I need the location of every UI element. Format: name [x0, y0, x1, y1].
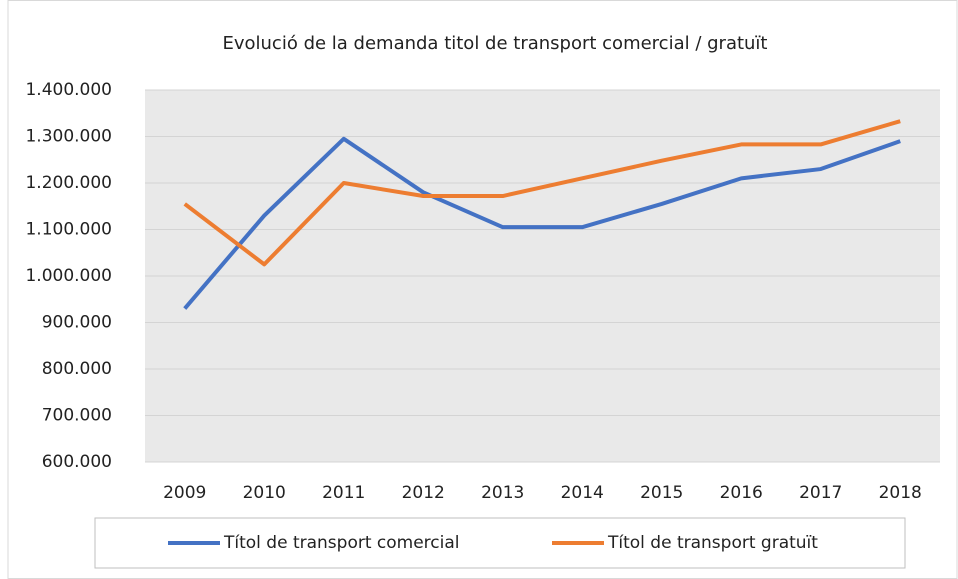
series-line [183, 136, 901, 310]
x-tick-label: 2010 [243, 483, 286, 503]
chart-title: Evolució de la demanda titol de transpor… [222, 33, 767, 54]
y-tick-label: 1.200.000 [25, 173, 112, 193]
y-tick-label: 1.100.000 [25, 220, 112, 240]
legend-box [94, 517, 906, 569]
x-tick-label: 2014 [561, 483, 604, 503]
x-tick-label: 2011 [322, 483, 365, 503]
y-tick-label: 1.300.000 [25, 127, 112, 147]
y-tick-label: 1.000.000 [25, 266, 112, 286]
x-tick-label: 2016 [720, 483, 763, 503]
y-tick-label: 600.000 [42, 452, 112, 472]
series-line [183, 119, 901, 267]
legend-label: Títol de transport gratuït [607, 533, 818, 553]
x-tick-label: 2013 [481, 483, 524, 503]
x-tick-label: 2017 [799, 483, 842, 503]
x-tick-label: 2015 [640, 483, 683, 503]
y-tick-label: 1.400.000 [25, 80, 112, 100]
y-tick-label: 800.000 [42, 359, 112, 379]
x-tick-label: 2012 [402, 483, 445, 503]
x-tick-label: 2018 [879, 483, 922, 503]
legend-label: Títol de transport comercial [223, 533, 460, 553]
y-tick-label: 900.000 [42, 313, 112, 333]
y-tick-label: 700.000 [42, 406, 112, 426]
x-tick-label: 2009 [163, 483, 206, 503]
